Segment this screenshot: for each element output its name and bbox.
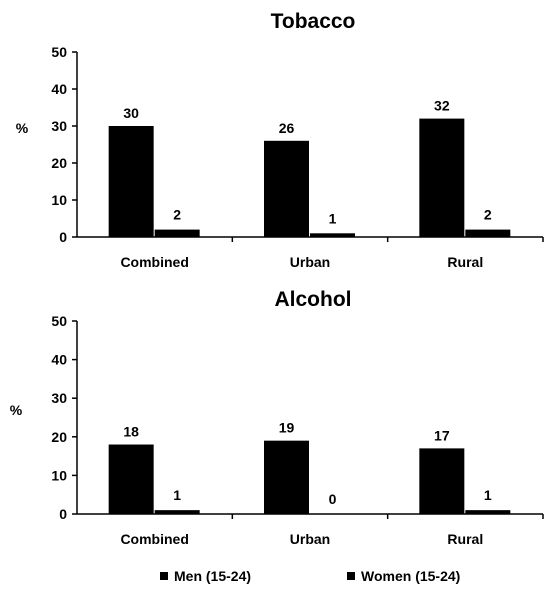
x-category-label: Combined — [120, 531, 188, 547]
y-axis-label: % — [10, 402, 23, 418]
y-tick-label: 0 — [59, 506, 67, 522]
bar-women-urban — [310, 233, 355, 237]
bar-men-combined — [108, 444, 154, 514]
data-label-women: 1 — [173, 487, 181, 503]
data-label-men: 18 — [123, 424, 139, 440]
legend-label-women: Women (15-24) — [361, 568, 460, 584]
y-tick-label: 20 — [51, 155, 67, 171]
y-tick-label: 30 — [51, 390, 67, 406]
tobacco-chart: Tobacco % 0 10 20 30 40 50 30 2 Combined 26 1 Urban… — [16, 10, 544, 270]
data-label-men: 32 — [434, 98, 450, 114]
y-tick-label: 10 — [51, 192, 67, 208]
y-tick-label: 0 — [59, 229, 67, 245]
alcohol-chart: Alcohol % 0 10 20 30 40 50 18 1 Combined 19 0 Urban… — [10, 288, 544, 547]
data-label-women: 1 — [329, 210, 337, 226]
y-tick-label: 50 — [51, 44, 67, 60]
legend: Men (15-24) Women (15-24) — [160, 568, 460, 584]
data-label-women: 2 — [173, 207, 181, 223]
bar-women-combined — [154, 229, 200, 237]
data-label-men: 17 — [434, 427, 450, 443]
x-category-label: Rural — [447, 254, 483, 270]
y-tick-label: 50 — [51, 313, 67, 329]
bar-women-combined — [154, 510, 200, 514]
data-label-women: 0 — [329, 491, 337, 507]
chart-title: Tobacco — [271, 10, 356, 33]
x-category-label: Urban — [290, 531, 330, 547]
data-label-men: 26 — [279, 120, 295, 136]
data-label-women: 2 — [484, 207, 492, 223]
bar-women-rural — [465, 229, 511, 237]
legend-swatch-men — [160, 572, 168, 580]
bar-men-rural — [419, 118, 465, 237]
y-axis-label: % — [16, 120, 29, 136]
data-label-men: 30 — [123, 105, 139, 121]
x-category-label: Combined — [120, 254, 188, 270]
y-tick-label: 40 — [51, 81, 67, 97]
y-tick-label: 10 — [51, 467, 67, 483]
x-category-label: Urban — [290, 254, 330, 270]
bar-men-urban — [264, 440, 309, 514]
legend-label-men: Men (15-24) — [174, 568, 251, 584]
y-tick-label: 40 — [51, 352, 67, 368]
y-tick-label: 30 — [51, 118, 67, 134]
x-category-label: Rural — [447, 531, 483, 547]
y-tick-label: 20 — [51, 429, 67, 445]
bar-men-rural — [419, 448, 465, 514]
bar-women-rural — [465, 510, 511, 514]
chart-title: Alcohol — [275, 288, 352, 311]
bar-men-urban — [264, 140, 309, 237]
data-label-men: 19 — [279, 420, 295, 436]
legend-swatch-women — [347, 572, 355, 580]
bar-men-combined — [108, 126, 154, 237]
data-label-women: 1 — [484, 487, 492, 503]
